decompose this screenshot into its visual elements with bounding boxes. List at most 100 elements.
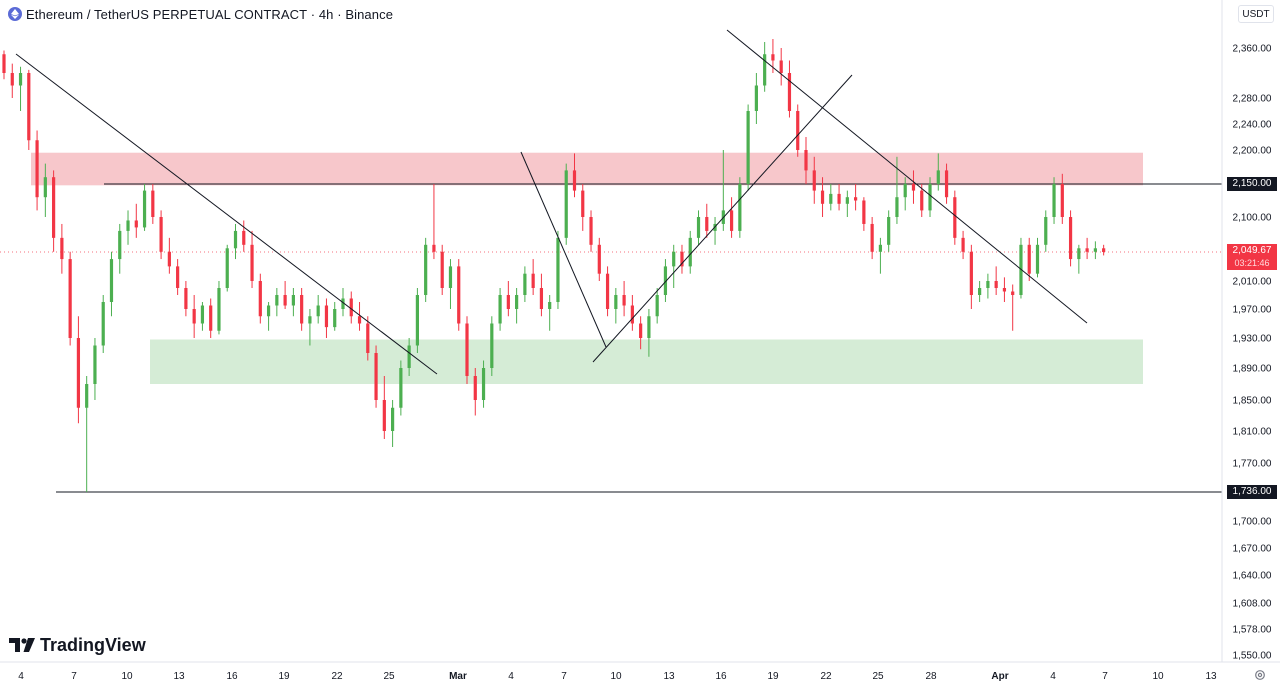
candle-body	[374, 353, 378, 400]
candle-body	[870, 223, 874, 252]
candle-body	[1044, 217, 1048, 245]
candle-body	[531, 273, 535, 288]
time-tick-label: 4	[508, 671, 514, 682]
candle-body	[837, 193, 841, 204]
time-tick-label: 13	[663, 671, 675, 682]
candle-body	[961, 237, 965, 252]
tradingview-logo-text: TradingView	[40, 634, 146, 655]
candle-body	[630, 305, 634, 324]
candle-body	[763, 54, 767, 86]
candle-body	[35, 140, 39, 198]
support-price-badge: 1,736.00	[1227, 485, 1277, 499]
candle-body	[1060, 184, 1064, 217]
candle-body	[672, 251, 676, 267]
candle-body	[779, 60, 783, 73]
time-tick-label: 7	[71, 671, 77, 682]
price-tick-label: 1,700.00	[1233, 517, 1272, 528]
candle-body	[52, 177, 56, 238]
candle-body	[878, 244, 883, 252]
candle-body	[2, 54, 6, 73]
candle-body	[457, 266, 461, 324]
candle-body	[300, 295, 304, 324]
candle-body	[68, 259, 72, 338]
candle-body	[209, 305, 213, 331]
candle-body	[85, 384, 89, 408]
candle-body	[911, 184, 916, 191]
candle-body	[854, 197, 858, 201]
candle-body	[556, 237, 560, 302]
levels-layer	[0, 183, 1222, 493]
candle-body	[366, 323, 370, 353]
candle-body	[308, 316, 312, 324]
candle-body	[159, 217, 163, 252]
candle-body	[109, 259, 114, 302]
tradingview-logo-icon	[9, 638, 35, 652]
candle-body	[118, 230, 122, 260]
tradingview-logo[interactable]: TradingView	[9, 634, 146, 656]
candle-body	[415, 295, 419, 346]
candle-body	[887, 217, 891, 245]
candle-body	[399, 368, 403, 408]
candle-body	[647, 316, 651, 338]
candle-body	[1085, 248, 1089, 252]
candle-body	[200, 305, 205, 324]
time-tick-label: 19	[767, 671, 779, 682]
price-tick-label: 1,810.00	[1233, 427, 1272, 438]
price-tick-label: 1,970.00	[1233, 305, 1272, 316]
time-axis[interactable]: 4 7 10 13 16 19 22 25 Mar 4 7 10 13 16 19 22 25 28 Apr 4 7 10…	[0, 661, 1280, 682]
candle-body	[820, 190, 825, 204]
price-tick-label: 1,608.00	[1233, 599, 1272, 610]
trendlines-layer	[15, 29, 1088, 375]
current-price-value: 2,049.67	[1232, 245, 1272, 256]
settings-gear-icon[interactable]	[1254, 669, 1266, 681]
candle-body	[746, 111, 750, 184]
price-tick-label: 2,280.00	[1233, 94, 1272, 105]
candle-body	[151, 190, 155, 217]
candle-body	[1035, 244, 1040, 274]
time-tick-label: 25	[383, 671, 395, 682]
price-tick-label: 1,640.00	[1233, 571, 1272, 582]
candle-body	[242, 230, 246, 245]
time-tick-label: 4	[18, 671, 24, 682]
candle-body	[589, 217, 593, 245]
candle-body	[754, 85, 758, 111]
candle-body	[581, 190, 585, 217]
price-tick-label: 1,770.00	[1233, 459, 1272, 470]
candle-body	[944, 170, 949, 198]
candle-body	[424, 244, 428, 295]
time-tick-label: 16	[226, 671, 238, 682]
candle-body	[548, 302, 552, 309]
candle-body	[953, 197, 957, 238]
candle-body	[920, 190, 924, 211]
currency-selector-button[interactable]: USDT	[1238, 5, 1274, 23]
candle-body	[60, 237, 64, 260]
candle-body	[283, 295, 287, 306]
candle-body	[1002, 288, 1007, 292]
time-tick-label: Mar	[449, 671, 467, 682]
candle-body	[27, 73, 31, 141]
candle-body	[176, 266, 180, 288]
symbol-title[interactable]: Ethereum / TetherUS PERPETUAL CONTRACT ·…	[26, 6, 394, 22]
candle-body	[614, 295, 618, 309]
price-axis[interactable]: 2,360.00 2,280.00 2,240.00 2,200.00 2,100.00…	[1221, 0, 1272, 662]
price-tick-label: 2,360.00	[1233, 44, 1272, 55]
candle-body	[1027, 244, 1031, 274]
candle-body	[498, 295, 502, 324]
candle-body	[928, 184, 932, 211]
candle-body	[515, 295, 519, 309]
zones-layer	[31, 152, 1143, 384]
candle-body	[316, 305, 320, 317]
time-tick-label: 7	[561, 671, 567, 682]
price-tick-label: 2,100.00	[1233, 213, 1272, 224]
candle-body	[812, 170, 816, 191]
candle-body	[605, 273, 610, 309]
candle-body	[1019, 244, 1023, 295]
candle-body	[796, 111, 800, 150]
trendline-descending-1	[15, 53, 438, 375]
time-tick-label: 10	[610, 671, 622, 682]
candle-body	[597, 244, 601, 274]
candle-body	[101, 302, 105, 346]
candle-body	[1077, 248, 1081, 260]
